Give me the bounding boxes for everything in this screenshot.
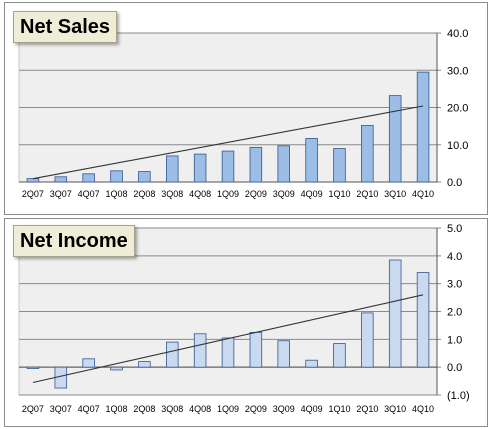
net-sales-title: Net Sales xyxy=(13,11,118,43)
bar xyxy=(249,146,263,183)
y-tick-label: 40.0 xyxy=(447,28,468,40)
net-sales-chart: 0.0 10.0 20.0 30.0 40.0 2Q07 3Q07 4Q07 1Q08 2Q08 3… xyxy=(18,28,468,199)
y-tick-label: 4.0 xyxy=(447,251,462,263)
x-tick-label: 2Q07 xyxy=(22,189,44,199)
net-income-title: Net Income xyxy=(13,225,135,257)
bar xyxy=(221,150,235,183)
x-tick-label: 2Q07 xyxy=(22,404,44,414)
y-tick-label: 30.0 xyxy=(447,65,468,77)
x-tick-label: 1Q10 xyxy=(328,189,350,199)
bar xyxy=(305,138,318,183)
x-tick-label: 4Q10 xyxy=(412,189,434,199)
x-tick-label: 1Q09 xyxy=(217,404,239,414)
bar xyxy=(54,176,68,183)
bar xyxy=(361,312,374,368)
bar xyxy=(166,341,179,368)
x-tick-label: 1Q09 xyxy=(217,189,239,199)
x-tick-label: 2Q09 xyxy=(245,404,267,414)
bar xyxy=(138,171,151,183)
bar xyxy=(388,95,402,183)
bar xyxy=(333,148,346,183)
y-tick-label: (1.0) xyxy=(447,390,470,402)
bar xyxy=(193,333,207,368)
x-tick-label: 3Q10 xyxy=(384,404,406,414)
x-tick-label: 4Q08 xyxy=(189,404,211,414)
y-tick-label: 20.0 xyxy=(447,103,468,115)
x-tick-label: 3Q08 xyxy=(161,189,183,199)
y-tick-label: 0.0 xyxy=(447,362,462,374)
x-tick-label: 4Q08 xyxy=(189,189,211,199)
x-tick-label: 3Q07 xyxy=(50,189,72,199)
bar xyxy=(277,340,290,368)
y-tick-label: 3.0 xyxy=(447,279,462,291)
trendline xyxy=(32,294,424,384)
x-tick-label: 3Q09 xyxy=(273,189,295,199)
bar xyxy=(388,259,402,368)
x-tick-label: 2Q09 xyxy=(245,189,267,199)
y-tick-label: 10.0 xyxy=(447,140,468,152)
y-tick-label: 1.0 xyxy=(447,334,462,346)
x-tick-label: 1Q08 xyxy=(106,404,128,414)
bar xyxy=(361,124,374,183)
x-tick-label: 1Q08 xyxy=(106,189,128,199)
x-tick-label: 3Q09 xyxy=(273,404,295,414)
x-tick-label: 3Q10 xyxy=(384,189,406,199)
bar xyxy=(82,173,95,183)
x-tick-label: 2Q08 xyxy=(133,189,155,199)
x-tick-label: 4Q09 xyxy=(301,189,323,199)
bar xyxy=(110,366,123,371)
net-sales-panel: 0.0 10.0 20.0 30.0 40.0 2Q07 3Q07 4Q07 1Q08 2Q08 3… xyxy=(4,2,488,215)
y-tick-label: 5.0 xyxy=(447,223,462,235)
bar xyxy=(82,358,95,368)
bar xyxy=(193,153,207,183)
bar xyxy=(110,170,123,183)
bar xyxy=(26,178,40,183)
bar xyxy=(26,366,40,369)
x-tick-label: 2Q08 xyxy=(133,404,155,414)
trendline xyxy=(32,105,424,180)
bar xyxy=(416,272,430,368)
bar xyxy=(333,343,346,368)
bar xyxy=(138,361,151,368)
y-tick-label: 2.0 xyxy=(447,307,462,319)
x-tick-label: 3Q08 xyxy=(161,404,183,414)
y-tick-label: 0.0 xyxy=(447,177,462,189)
x-tick-label: 3Q07 xyxy=(50,404,72,414)
x-tick-label: 4Q09 xyxy=(301,404,323,414)
x-tick-label: 1Q10 xyxy=(328,404,350,414)
bar xyxy=(277,145,290,183)
bar xyxy=(305,359,318,368)
x-tick-label: 4Q07 xyxy=(78,404,100,414)
x-tick-label: 4Q10 xyxy=(412,404,434,414)
net-income-chart: (1.0) 0.0 1.0 2.0 3.0 4.0 5.0 2Q07 3Q07 4Q07 1Q08 2… xyxy=(18,223,470,414)
bar xyxy=(221,337,235,368)
x-tick-label: 4Q07 xyxy=(78,189,100,199)
x-tick-label: 2Q10 xyxy=(356,404,378,414)
bar xyxy=(416,71,430,183)
net-income-panel: (1.0) 0.0 1.0 2.0 3.0 4.0 5.0 2Q07 3Q07 4Q07 1Q08 2… xyxy=(4,218,488,427)
bar xyxy=(249,331,263,368)
x-tick-label: 2Q10 xyxy=(356,189,378,199)
bar xyxy=(166,155,179,183)
